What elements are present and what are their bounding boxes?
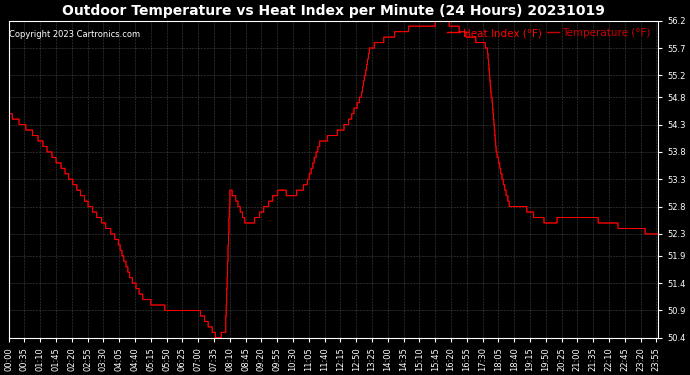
Title: Outdoor Temperature vs Heat Index per Minute (24 Hours) 20231019: Outdoor Temperature vs Heat Index per Mi… bbox=[62, 4, 605, 18]
Text: Copyright 2023 Cartronics.com: Copyright 2023 Cartronics.com bbox=[10, 30, 141, 39]
Legend: Heat Index (°F), Temperature (°F): Heat Index (°F), Temperature (°F) bbox=[445, 26, 653, 40]
